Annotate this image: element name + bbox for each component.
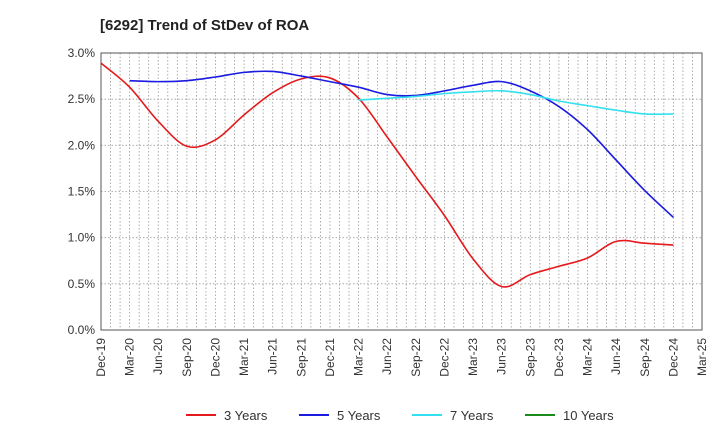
x-tick-label: Mar-20 xyxy=(123,338,137,376)
y-tick-label: 2.5% xyxy=(68,92,96,106)
x-tick-label: Jun-22 xyxy=(380,338,394,375)
x-tick-label: Dec-20 xyxy=(208,338,222,377)
x-tick-label: Dec-23 xyxy=(552,338,566,377)
legend-label-10-years: 10 Years xyxy=(563,408,614,423)
plot-border xyxy=(100,52,703,331)
series-line-3-years xyxy=(100,62,674,288)
legend-label-3-years: 3 Years xyxy=(224,408,268,423)
y-tick-label: 3.0% xyxy=(68,46,96,60)
y-tick-label: 1.0% xyxy=(68,231,96,245)
x-tick-label: Sep-21 xyxy=(294,338,308,377)
chart-title: [6292] Trend of StDev of ROA xyxy=(100,17,309,34)
x-tick-label: Jun-21 xyxy=(266,338,280,375)
y-tick-label: 1.5% xyxy=(68,185,96,199)
x-tick-label: Mar-23 xyxy=(466,338,480,376)
x-tick-label: Sep-24 xyxy=(638,338,652,377)
x-tick-label: Dec-24 xyxy=(666,338,680,377)
x-tick-label: Sep-23 xyxy=(523,338,537,377)
x-tick-label: Sep-22 xyxy=(409,338,423,377)
legend-label-7-years: 7 Years xyxy=(450,408,494,423)
y-tick-label: 0.5% xyxy=(68,277,96,291)
y-tick-label: 0.0% xyxy=(68,323,96,337)
plot-area xyxy=(101,53,702,330)
series-line-7-years xyxy=(358,89,674,116)
x-tick-label: Jun-24 xyxy=(609,338,623,375)
x-tick-label: Mar-25 xyxy=(695,338,709,376)
x-tick-label: Mar-24 xyxy=(581,338,595,376)
x-tick-label: Jun-20 xyxy=(151,338,165,375)
y-tick-label: 2.0% xyxy=(68,138,96,152)
series-line-5-years xyxy=(129,70,674,218)
x-tick-label: Sep-20 xyxy=(180,338,194,377)
x-tick-label: Jun-23 xyxy=(495,338,509,375)
x-tick-label: Dec-19 xyxy=(94,338,108,377)
x-tick-label: Mar-21 xyxy=(237,338,251,376)
x-tick-label: Dec-22 xyxy=(437,338,451,377)
legend-label-5-years: 5 Years xyxy=(337,408,381,423)
x-tick-label: Dec-21 xyxy=(323,338,337,377)
x-tick-label: Mar-22 xyxy=(352,338,366,376)
